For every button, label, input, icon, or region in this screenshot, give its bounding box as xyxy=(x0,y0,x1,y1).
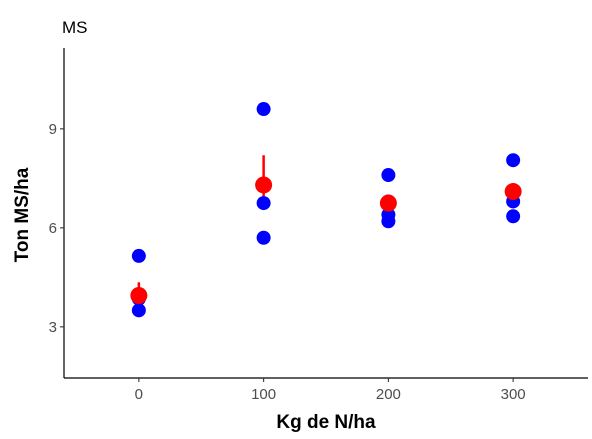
y-tick-label: 6 xyxy=(49,220,57,237)
mean-point xyxy=(130,287,148,304)
mean-point xyxy=(255,176,273,194)
y-tick-label: 3 xyxy=(49,319,57,336)
y-axis-title: Ton MS/ha xyxy=(12,167,33,262)
data-point xyxy=(131,248,146,263)
mean-point xyxy=(504,183,522,201)
plot-title: MS xyxy=(62,18,88,37)
data-point xyxy=(131,303,146,318)
data-point xyxy=(381,168,396,183)
x-tick-label: 100 xyxy=(251,386,276,403)
x-tick-label: 200 xyxy=(376,386,401,403)
x-tick-label: 0 xyxy=(135,386,143,403)
data-point xyxy=(256,196,271,211)
y-tick-label: 9 xyxy=(49,121,57,138)
x-axis: 0 100 200 300 xyxy=(64,377,588,403)
data-point xyxy=(506,153,521,168)
data-points xyxy=(131,102,521,318)
data-point xyxy=(506,209,521,224)
error-bars xyxy=(137,155,515,309)
mean-points xyxy=(130,176,522,304)
data-point xyxy=(381,214,396,229)
mean-point xyxy=(379,194,397,212)
data-point xyxy=(256,102,271,117)
data-point xyxy=(256,230,271,245)
x-tick-label: 300 xyxy=(501,386,526,403)
y-axis: 3 6 9 xyxy=(49,48,65,378)
x-axis-title: Kg de N/ha xyxy=(276,412,376,433)
